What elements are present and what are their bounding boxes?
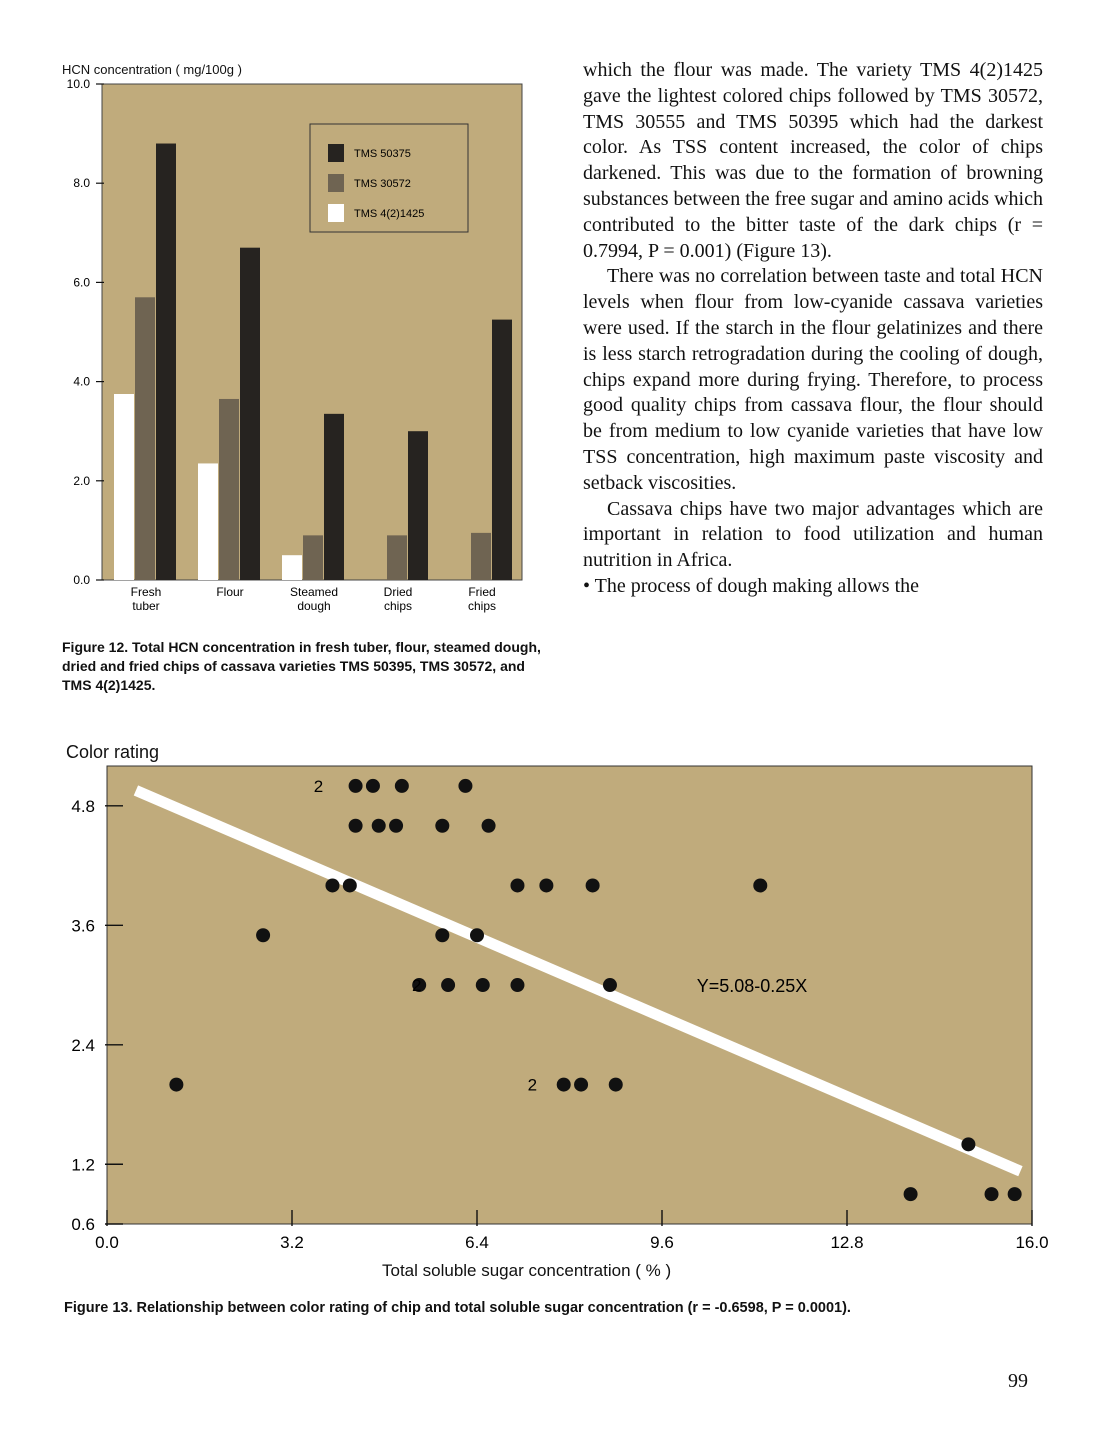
x-tick-label: 0.0	[95, 1233, 119, 1252]
bar	[303, 535, 323, 580]
y-tick-label: 3.6	[71, 916, 95, 935]
bullet-item: • The process of dough making allows the	[583, 574, 920, 597]
paragraph: There was no correlation between taste a…	[583, 265, 1043, 494]
paragraph: Cassava chips have two major advantages …	[583, 497, 1043, 572]
data-point	[342, 878, 357, 893]
point-count-label: 2	[528, 1076, 537, 1095]
point-count-label: 2	[412, 976, 421, 995]
bar	[492, 319, 512, 580]
data-point	[903, 1187, 918, 1202]
data-point	[602, 978, 617, 993]
data-point	[510, 878, 525, 893]
data-point	[458, 778, 473, 793]
y-tick-label: 4.8	[71, 797, 95, 816]
bar	[198, 463, 218, 580]
data-point	[169, 1077, 184, 1092]
data-point	[389, 818, 404, 833]
regression-line	[133, 785, 1023, 1177]
regression-equation: Y=5.08-0.25X	[697, 976, 808, 996]
data-point	[348, 818, 363, 833]
data-point	[753, 878, 768, 893]
legend-swatch	[328, 204, 344, 222]
bar	[114, 394, 134, 580]
x-category-label: Flour	[216, 585, 243, 599]
data-point	[481, 818, 496, 833]
body-text-column: which the flour was made. The variety TM…	[583, 58, 1043, 600]
x-tick-label: 3.2	[280, 1233, 304, 1252]
data-point	[412, 978, 427, 993]
data-point	[371, 818, 386, 833]
data-point	[325, 878, 340, 893]
page-number: 99	[1008, 1370, 1028, 1392]
data-point	[585, 878, 600, 893]
fig12-caption: Figure 12. Total HCN concentration in fr…	[62, 639, 541, 693]
x-tick-label: 12.8	[830, 1233, 863, 1252]
legend: TMS 50375 TMS 30572 TMS 4(2)1425	[309, 123, 469, 233]
x-category-label: Steamed	[290, 585, 338, 599]
bar	[471, 532, 491, 580]
x-category-label: chips	[468, 599, 496, 613]
fig12-y-axis-label: HCN concentration ( mg/100g )	[62, 62, 242, 77]
x-tick-label: 16.0	[1015, 1233, 1048, 1252]
y-tick-label: 0.0	[73, 573, 90, 587]
y-tick-label: 4.0	[73, 375, 90, 389]
y-tick-label: 1.2	[71, 1155, 95, 1174]
legend-swatch	[328, 174, 344, 192]
data-point	[348, 778, 363, 793]
data-point	[539, 878, 554, 893]
x-category-label: tuber	[132, 599, 159, 613]
y-tick-label: 6.0	[73, 275, 90, 289]
data-point	[394, 778, 409, 793]
data-point	[475, 978, 490, 993]
bar	[324, 413, 344, 580]
paragraph: which the flour was made. The variety TM…	[583, 59, 1043, 262]
data-point	[1007, 1187, 1022, 1202]
legend-label: TMS 4(2)1425	[354, 208, 424, 220]
legend-label: TMS 30572	[354, 178, 411, 190]
bar	[282, 555, 302, 580]
legend-swatch	[328, 144, 344, 162]
x-category-label: Dried	[384, 585, 413, 599]
y-tick-label: 10.0	[67, 78, 91, 91]
data-point	[441, 978, 456, 993]
fig13-caption: Figure 13. Relationship between color ra…	[64, 1300, 851, 1316]
data-point	[365, 778, 380, 793]
data-point	[556, 1077, 571, 1092]
bar	[135, 297, 155, 580]
bar	[387, 535, 407, 580]
data-point	[256, 928, 271, 943]
data-point	[574, 1077, 589, 1092]
data-point	[510, 978, 525, 993]
bar	[408, 431, 428, 580]
point-count-label: 2	[314, 777, 323, 796]
bar	[156, 143, 176, 580]
fig13-x-axis-label: Total soluble sugar concentration ( % )	[382, 1261, 672, 1280]
fig13-y-axis-label: Color rating	[66, 742, 160, 762]
data-point	[984, 1187, 999, 1202]
x-category-label: Fresh	[131, 585, 162, 599]
data-point	[470, 928, 484, 943]
x-category-label: Fried	[468, 585, 495, 599]
fig13-scatter-chart: 0.6 1.2 2.4 3.6 4.8 0.0 3.2 6.4 9.6 12.8 16.0 Y=5.0…	[71, 765, 1049, 1252]
y-tick-label: 8.0	[73, 176, 90, 190]
bar	[240, 247, 260, 580]
y-tick-label: 2.0	[73, 474, 90, 488]
data-point	[961, 1137, 976, 1152]
data-point	[435, 818, 450, 833]
y-tick-label: 2.4	[71, 1036, 95, 1055]
x-tick-label: 6.4	[465, 1233, 489, 1252]
x-category-label: dough	[297, 599, 330, 613]
data-point	[608, 1077, 623, 1092]
bar	[219, 398, 239, 580]
x-category-label: chips	[384, 599, 412, 613]
x-tick-label: 9.6	[650, 1233, 674, 1252]
y-tick-label: 0.6	[71, 1215, 95, 1234]
legend-label: TMS 50375	[354, 148, 411, 160]
data-point	[435, 928, 450, 943]
